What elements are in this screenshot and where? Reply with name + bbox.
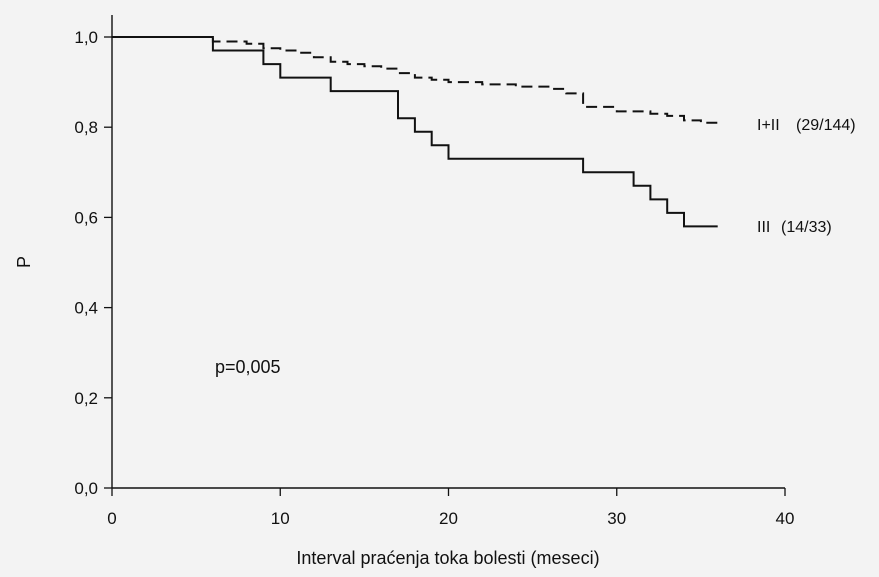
series-count-i-ii: (29/144) [796,117,856,134]
series-count-iii: (14/33) [781,219,832,236]
y-tick-label: 0,4 [74,299,98,318]
x-tick-label: 0 [107,509,116,528]
y-axis-title: P [14,256,34,268]
ticks: 0,0 0,2 0,4 0,6 0,8 1,0 0 10 20 30 40 [74,28,794,528]
x-tick-label: 10 [271,509,290,528]
axes [111,15,785,489]
series-line-iii [112,36,718,228]
y-tick-label: 0,0 [74,479,98,498]
y-tick-label: 1,0 [74,28,98,47]
x-tick-label: 30 [607,509,626,528]
p-value-annotation: p=0,005 [215,357,281,377]
y-tick-label: 0,8 [74,118,98,137]
x-tick-label: 20 [439,509,458,528]
y-tick-label: 0,2 [74,389,98,408]
y-tick-label: 0,6 [74,208,98,227]
x-axis-title: Interval praćenja toka bolesti (meseci) [296,548,599,568]
series-group [112,36,718,228]
series-label-iii: III [757,219,770,236]
series-label-i-ii: I+II [757,117,780,134]
series-line-i-ii [112,36,718,124]
x-tick-label: 40 [776,509,795,528]
